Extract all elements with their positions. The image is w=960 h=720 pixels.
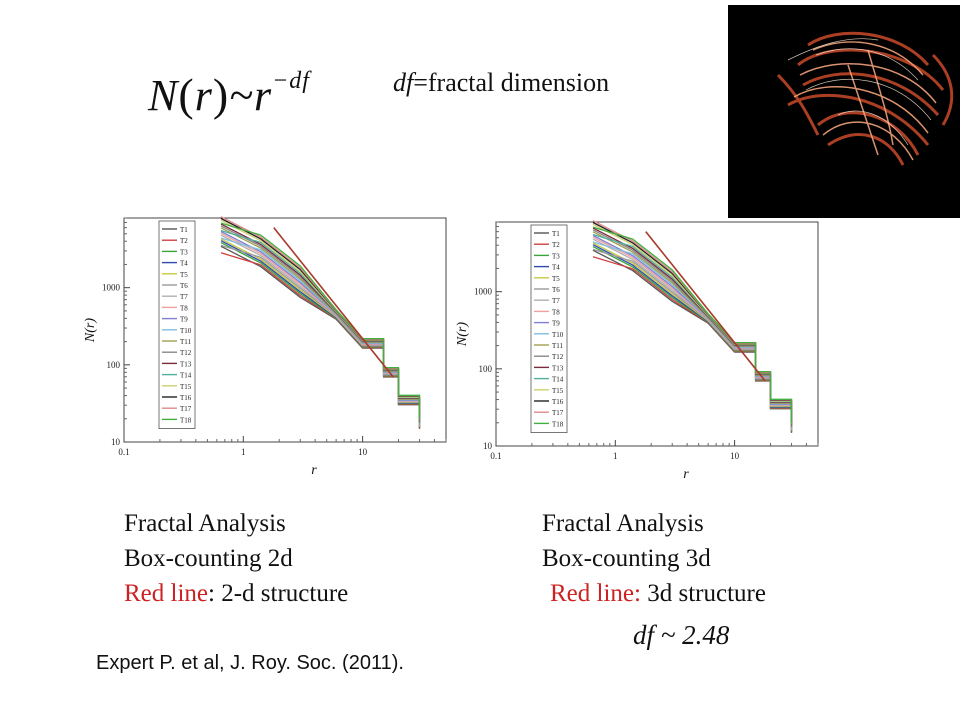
legend-entry: T4 — [180, 260, 188, 268]
y-tick-label: 1000 — [102, 283, 121, 293]
legend-entry: T13 — [180, 360, 192, 368]
brain-tractography-image — [728, 5, 960, 218]
left-caption-line2: Box-counting 2d — [124, 545, 293, 572]
legend-entry: T15 — [552, 387, 564, 395]
x-tick-label: 0.1 — [490, 451, 501, 461]
legend-entry: T5 — [552, 275, 560, 283]
df-value: df ~ 2.48 — [633, 620, 730, 650]
y-tick-label: 10 — [483, 441, 493, 451]
x-tick-label: 1 — [241, 447, 246, 457]
reference-citation: Expert P. et al, J. Roy. Soc. (2011). — [96, 652, 404, 674]
legend-entry: T5 — [180, 271, 188, 279]
legend-entry: T1 — [180, 226, 188, 234]
x-tick-label: 10 — [358, 447, 368, 457]
legend-entry: T18 — [180, 416, 192, 424]
series-line-T18 — [592, 226, 793, 424]
y-tick-label: 100 — [479, 364, 493, 374]
legend-entry: T16 — [180, 394, 192, 402]
legend-entry: T11 — [180, 338, 192, 346]
legend-entry: T9 — [552, 320, 560, 328]
y-axis-label: N(r) — [83, 318, 98, 343]
left-caption-line3: Red line: 2-d structure — [124, 580, 349, 607]
box-counting-2d-chart: 0.1 1 10 10 100 1000 r N(r) T1 T2 T3 T4 T5 T6 T7 T8 T9 T1… — [83, 216, 447, 478]
series-line-T18 — [220, 222, 421, 420]
left-caption: Fractal Analysis Box-counting 2d Red lin… — [124, 506, 348, 611]
legend-entry: T7 — [552, 297, 560, 305]
legend-entry: T10 — [552, 331, 564, 339]
legend-entry: T3 — [180, 248, 188, 256]
left-caption-line1: Fractal Analysis — [124, 510, 286, 537]
legend-entry: T7 — [180, 293, 188, 301]
legend-entry: T18 — [552, 420, 564, 428]
legend-entry: T15 — [180, 383, 192, 391]
right-caption: Fractal Analysis Box-counting 3d Red lin… — [542, 506, 766, 611]
x-tick-label: 0.1 — [118, 447, 129, 457]
x-tick-label: 10 — [730, 451, 740, 461]
red-reference-line — [273, 227, 394, 378]
legend-entry: T1 — [552, 230, 560, 238]
legend-entry: T9 — [180, 316, 188, 324]
legend-entry: T13 — [552, 364, 564, 372]
legend-entry: T10 — [180, 327, 192, 335]
legend-entry: T4 — [552, 264, 560, 272]
legend-entry: T2 — [180, 237, 188, 245]
y-tick-label: 1000 — [474, 287, 493, 297]
legend-entry: T2 — [552, 241, 560, 249]
legend-entry: T17 — [180, 405, 192, 413]
red-reference-line — [645, 231, 766, 382]
x-axis-label: r — [311, 463, 317, 478]
right-caption-line3: Red line: 3d structure — [550, 580, 766, 607]
legend-entry: T3 — [552, 252, 560, 260]
legend-entry: T8 — [180, 304, 188, 312]
legend-entry: T11 — [552, 342, 564, 350]
legend-entry: T8 — [552, 308, 560, 316]
y-tick-label: 10 — [111, 437, 121, 447]
legend-entry: T6 — [180, 282, 188, 290]
fractal-dimension-definition: df=fractal dimension — [393, 68, 610, 97]
legend-entry: T16 — [552, 398, 564, 406]
power-law-formula: N(r)~r−df — [148, 68, 310, 120]
legend-box — [530, 224, 568, 434]
right-caption-line2: Box-counting 3d — [542, 545, 711, 572]
right-caption-line1: Fractal Analysis — [542, 510, 704, 537]
legend-box — [158, 220, 196, 430]
legend-entry: T14 — [552, 376, 564, 384]
x-tick-label: 1 — [613, 451, 618, 461]
legend-entry: T14 — [180, 372, 192, 380]
legend-entry: T12 — [180, 349, 192, 357]
y-axis-label: N(r) — [455, 322, 470, 347]
legend-entry: T17 — [552, 409, 564, 417]
legend-entry: T6 — [552, 286, 560, 294]
y-tick-label: 100 — [107, 360, 121, 370]
box-counting-3d-chart: 0.1 1 10 10 100 1000 r N(r) T1 T2 T3 T4 T5 T6 T7 T8 T9 T1… — [455, 220, 819, 482]
legend-entry: T12 — [552, 353, 564, 361]
x-axis-label: r — [683, 467, 689, 482]
